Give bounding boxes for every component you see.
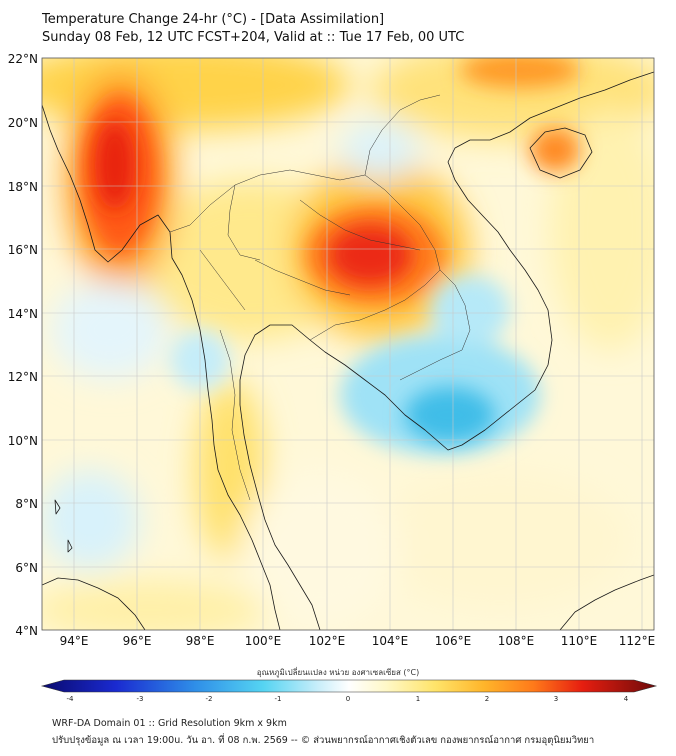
temperature-field <box>42 58 654 630</box>
colorbar-title: อุณหภูมิเปลี่ยนแปลง หน่วย องศาเซลเซียส (… <box>256 668 420 677</box>
lat-label: 16°N <box>8 243 38 257</box>
lat-label: 4°N <box>15 624 38 638</box>
map-title: Temperature Change 24-hr (°C) - [Data As… <box>42 12 385 27</box>
lat-label: 8°N <box>15 497 38 511</box>
lat-label: 10°N <box>8 434 38 448</box>
colorbar-ticks: -4 -3 -2 -1 0 1 2 3 4 <box>67 695 629 703</box>
footer-line-2: ปรับปรุงข้อมูล ณ เวลา 19:00u. วัน อา. ที… <box>52 735 595 746</box>
colorbar-tick: 1 <box>416 695 420 703</box>
colorbar-tick: 0 <box>346 695 350 703</box>
lon-label: 102°E <box>309 634 346 648</box>
lon-label: 96°E <box>123 634 152 648</box>
colorbar-tick: -4 <box>67 695 75 703</box>
footer-line-1: WRF-DA Domain 01 :: Grid Resolution 9km … <box>52 718 287 729</box>
lat-label: 22°N <box>8 52 38 66</box>
colorbar-tick: 3 <box>554 695 558 703</box>
lat-label: 20°N <box>8 116 38 130</box>
graticule <box>42 58 654 630</box>
coastlines <box>42 71 654 630</box>
colorbar: -4 -3 -2 -1 0 1 2 3 4 <box>40 679 658 703</box>
colorbar-tick: 4 <box>624 695 629 703</box>
lon-label: 110°E <box>561 634 598 648</box>
lat-label: 12°N <box>8 370 38 384</box>
colorbar-tick: -3 <box>137 695 144 703</box>
lat-label: 6°N <box>15 561 38 575</box>
lon-label: 94°E <box>60 634 89 648</box>
colorbar-tick: 2 <box>485 695 489 703</box>
lon-label: 112°E <box>619 634 656 648</box>
colorbar-tick: -2 <box>206 695 213 703</box>
colorbar-tick: -1 <box>275 695 282 703</box>
lat-label: 14°N <box>8 307 38 321</box>
lon-label: 98°E <box>186 634 215 648</box>
longitude-labels: 94°E 96°E 98°E 100°E 102°E 104°E 106°E 1… <box>60 634 656 648</box>
lon-label: 106°E <box>435 634 472 648</box>
lat-label: 18°N <box>8 180 38 194</box>
admin-borders <box>169 94 471 501</box>
map-subtitle: Sunday 08 Feb, 12 UTC FCST+204, Valid at… <box>42 30 465 45</box>
lon-label: 100°E <box>245 634 282 648</box>
lon-label: 104°E <box>372 634 409 648</box>
lon-label: 108°E <box>498 634 535 648</box>
latitude-labels: 22°N 20°N 18°N 16°N 14°N 12°N 10°N 8°N 6… <box>8 52 38 638</box>
